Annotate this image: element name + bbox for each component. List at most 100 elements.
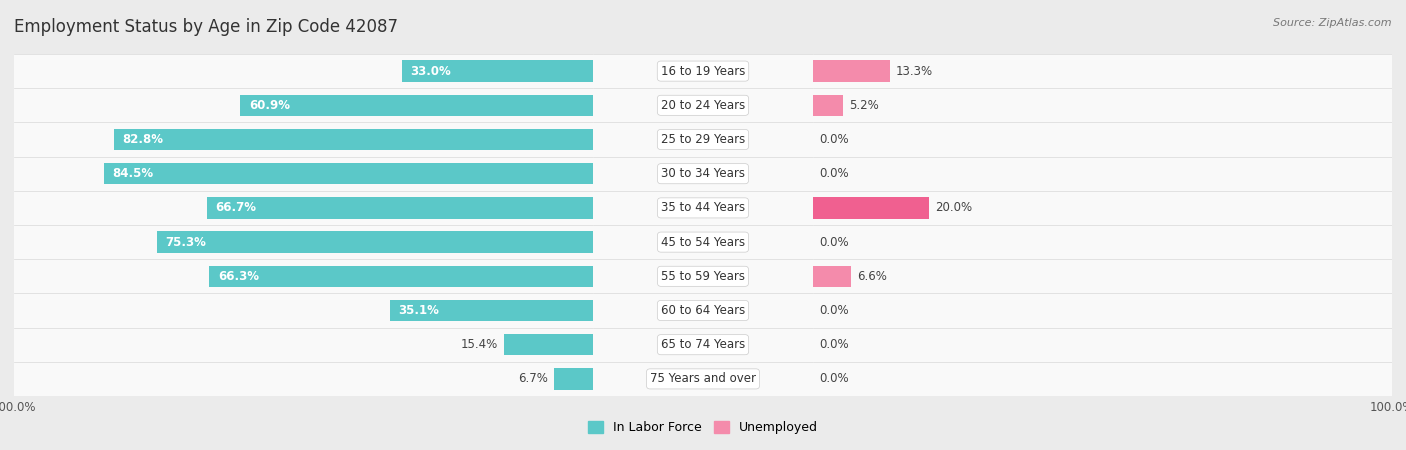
Bar [813, 328, 1392, 362]
Bar [593, 259, 813, 293]
Bar [593, 293, 813, 328]
Bar [240, 94, 593, 116]
Bar [14, 191, 593, 225]
Bar [14, 259, 593, 293]
Legend: In Labor Force, Unemployed: In Labor Force, Unemployed [583, 416, 823, 439]
Text: 15.4%: 15.4% [461, 338, 498, 351]
Bar [813, 197, 929, 219]
Text: 35 to 44 Years: 35 to 44 Years [661, 202, 745, 214]
Bar [813, 191, 1392, 225]
Text: 82.8%: 82.8% [122, 133, 163, 146]
Bar [813, 362, 1392, 396]
Bar [593, 157, 813, 190]
Text: 0.0%: 0.0% [820, 167, 849, 180]
Bar [593, 157, 813, 191]
Bar [593, 225, 813, 259]
Bar [14, 362, 593, 396]
Bar [593, 225, 813, 259]
Bar [14, 191, 593, 225]
Text: 0.0%: 0.0% [820, 304, 849, 317]
Text: 6.6%: 6.6% [858, 270, 887, 283]
Bar [813, 259, 1392, 293]
Text: 66.7%: 66.7% [215, 202, 256, 214]
Bar [104, 163, 593, 184]
Bar [593, 88, 813, 122]
Bar [813, 88, 1392, 122]
Bar [593, 54, 813, 88]
Bar [593, 191, 813, 225]
Bar [593, 122, 813, 156]
Bar [14, 88, 593, 122]
Bar [209, 266, 593, 287]
Text: 45 to 54 Years: 45 to 54 Years [661, 236, 745, 248]
Bar [207, 197, 593, 219]
Text: 5.2%: 5.2% [849, 99, 879, 112]
Bar [14, 328, 593, 361]
Bar [14, 293, 593, 327]
Bar [813, 157, 1392, 191]
Bar [389, 300, 593, 321]
Text: 60.9%: 60.9% [249, 99, 290, 112]
Bar [813, 225, 1392, 259]
Bar [813, 266, 852, 287]
Bar [14, 122, 593, 157]
Bar [593, 259, 813, 293]
Bar [593, 88, 813, 122]
Bar [14, 259, 593, 293]
Bar [813, 362, 1392, 396]
Bar [813, 94, 844, 116]
Text: 33.0%: 33.0% [411, 65, 451, 77]
Text: 25 to 29 Years: 25 to 29 Years [661, 133, 745, 146]
Bar [593, 293, 813, 327]
Bar [813, 54, 1392, 88]
Text: 75.3%: 75.3% [166, 236, 207, 248]
Text: 6.7%: 6.7% [519, 373, 548, 385]
Text: 30 to 34 Years: 30 to 34 Years [661, 167, 745, 180]
Bar [14, 328, 593, 362]
Bar [813, 54, 1392, 88]
Bar [813, 293, 1392, 328]
Bar [813, 157, 1392, 190]
Text: 55 to 59 Years: 55 to 59 Years [661, 270, 745, 283]
Bar [813, 191, 1392, 225]
Bar [813, 88, 1392, 122]
Text: Employment Status by Age in Zip Code 42087: Employment Status by Age in Zip Code 420… [14, 18, 398, 36]
Text: 0.0%: 0.0% [820, 133, 849, 146]
Bar [813, 225, 1392, 259]
Bar [593, 328, 813, 362]
Bar [14, 122, 593, 156]
Text: Source: ZipAtlas.com: Source: ZipAtlas.com [1274, 18, 1392, 28]
Bar [503, 334, 593, 356]
Bar [14, 362, 593, 396]
Bar [157, 231, 593, 253]
Text: 0.0%: 0.0% [820, 236, 849, 248]
Bar [14, 157, 593, 190]
Text: 0.0%: 0.0% [820, 373, 849, 385]
Bar [593, 362, 813, 396]
Bar [554, 368, 593, 390]
Bar [813, 60, 890, 82]
Bar [14, 293, 593, 328]
Bar [14, 225, 593, 259]
Bar [593, 328, 813, 361]
Bar [813, 122, 1392, 156]
Bar [593, 54, 813, 88]
Bar [14, 225, 593, 259]
Bar [14, 54, 593, 88]
Text: 84.5%: 84.5% [112, 167, 153, 180]
Text: 20 to 24 Years: 20 to 24 Years [661, 99, 745, 112]
Text: 60 to 64 Years: 60 to 64 Years [661, 304, 745, 317]
Bar [14, 54, 593, 88]
Bar [14, 88, 593, 122]
Text: 20.0%: 20.0% [935, 202, 972, 214]
Bar [14, 157, 593, 191]
Text: 35.1%: 35.1% [398, 304, 439, 317]
Bar [813, 122, 1392, 157]
Bar [402, 60, 593, 82]
Text: 75 Years and over: 75 Years and over [650, 373, 756, 385]
Bar [114, 129, 593, 150]
Bar [813, 293, 1392, 327]
Bar [593, 122, 813, 157]
Bar [813, 328, 1392, 361]
Text: 16 to 19 Years: 16 to 19 Years [661, 65, 745, 77]
